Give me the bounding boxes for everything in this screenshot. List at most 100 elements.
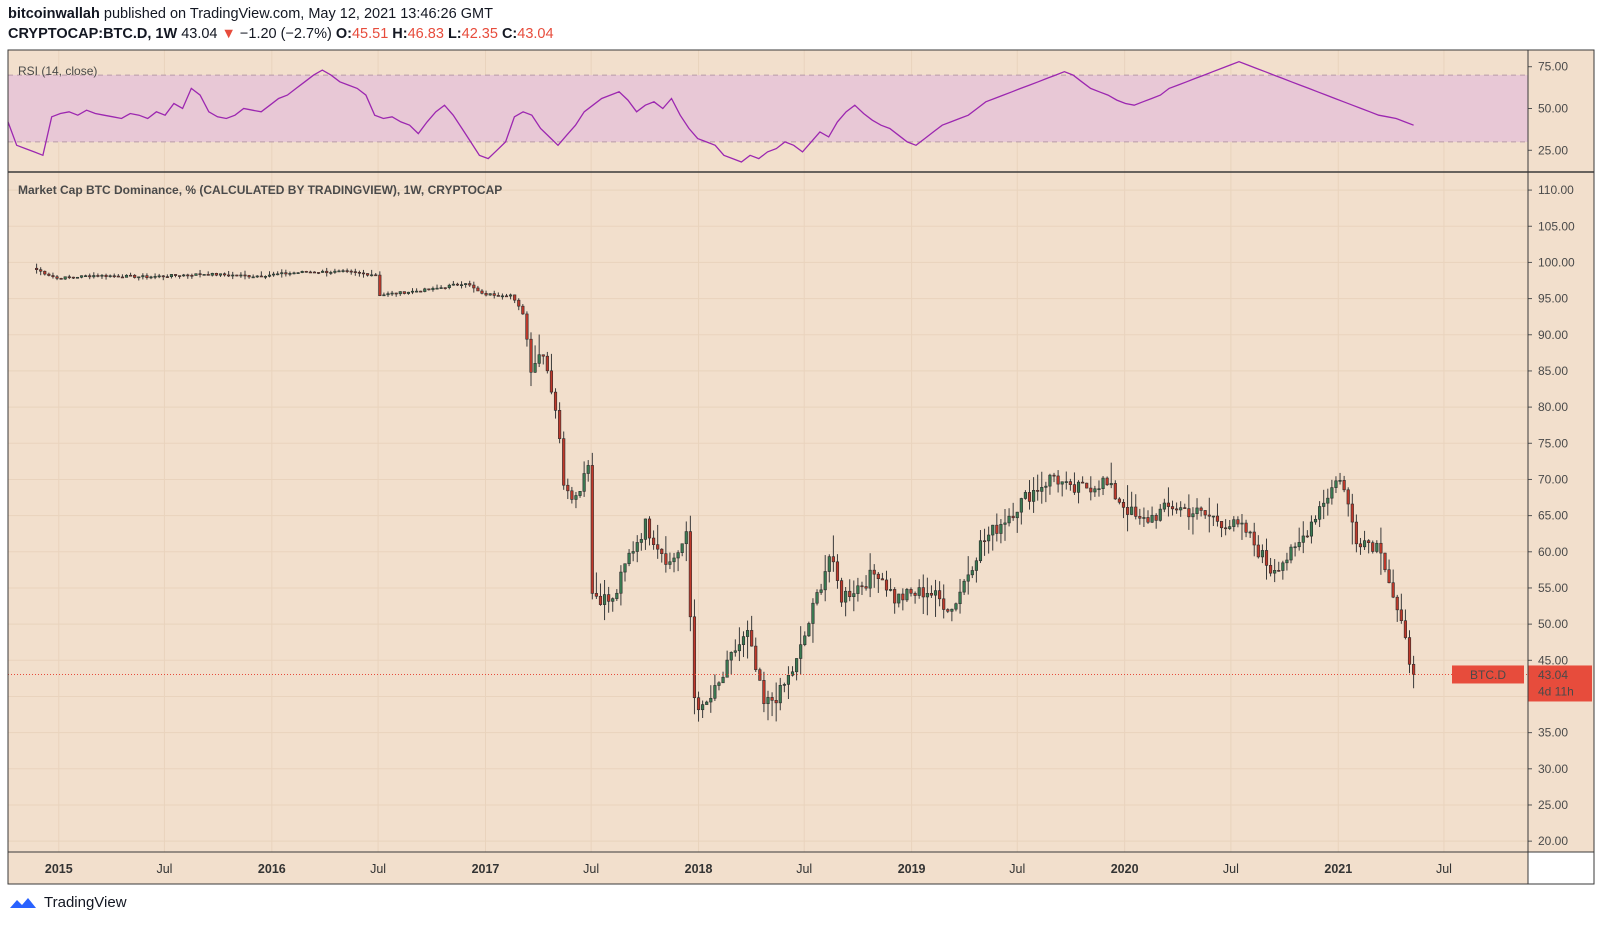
price-pane-bg bbox=[8, 172, 1528, 852]
candle-body bbox=[1023, 492, 1027, 499]
candle-body bbox=[709, 697, 713, 703]
rsi-tick-label: 50.00 bbox=[1538, 101, 1568, 115]
time-axis-label: Jul bbox=[1436, 862, 1452, 876]
candle-body bbox=[492, 293, 496, 296]
candle-body bbox=[1056, 475, 1060, 485]
candle-body bbox=[1301, 535, 1305, 543]
candle-body bbox=[1383, 552, 1387, 571]
candle-body bbox=[243, 274, 247, 277]
time-axis-label: 2018 bbox=[685, 862, 713, 876]
candle-body bbox=[1117, 498, 1121, 503]
candle-body bbox=[1330, 487, 1334, 499]
candle-body bbox=[361, 272, 366, 275]
candle-body bbox=[149, 276, 153, 279]
candle-body bbox=[1354, 521, 1358, 545]
candle-body bbox=[909, 589, 913, 594]
candle-body bbox=[1219, 521, 1224, 529]
brand-label[interactable]: TradingView bbox=[44, 894, 127, 911]
candle-body bbox=[108, 275, 112, 278]
last-price-tag-label: 43.04 bbox=[1538, 668, 1568, 682]
candle-body bbox=[194, 273, 198, 276]
candle-body bbox=[962, 580, 966, 593]
candle-body bbox=[627, 552, 631, 565]
candle-body bbox=[913, 592, 917, 596]
price-change: −1.20 (−2.7%) bbox=[239, 26, 332, 42]
candle-body bbox=[643, 518, 647, 540]
candle-body bbox=[1244, 522, 1248, 533]
candle-body bbox=[1375, 542, 1379, 552]
candles-group bbox=[35, 263, 1416, 722]
symbol-tag-bg bbox=[1452, 665, 1524, 684]
candle-body bbox=[1305, 535, 1309, 538]
close-value: 43.04 bbox=[517, 26, 554, 42]
candle-body bbox=[942, 598, 946, 610]
candle-body bbox=[284, 272, 288, 275]
candle-body bbox=[1313, 518, 1318, 523]
candle-body bbox=[104, 274, 108, 277]
candle-body bbox=[496, 295, 500, 297]
candle-body bbox=[1154, 514, 1158, 521]
candle-body bbox=[966, 574, 970, 582]
rsi-tick-label: 75.00 bbox=[1538, 60, 1568, 74]
rsi-tick-label: 25.00 bbox=[1538, 143, 1568, 157]
candle-body bbox=[312, 271, 317, 274]
candle-body bbox=[1134, 506, 1138, 517]
candle-body bbox=[1044, 485, 1048, 488]
candle-body bbox=[1015, 511, 1019, 519]
candle-body bbox=[807, 623, 811, 637]
candle-body bbox=[222, 273, 227, 276]
candle-body bbox=[766, 697, 770, 705]
candle-body bbox=[337, 270, 341, 273]
candle-body bbox=[1367, 540, 1371, 543]
candle-body bbox=[1281, 562, 1285, 571]
candle-body bbox=[733, 650, 737, 653]
candle-body bbox=[549, 370, 554, 393]
candle-body bbox=[133, 274, 137, 278]
candle-body bbox=[329, 272, 333, 274]
candle-body bbox=[509, 294, 513, 297]
candle-body bbox=[443, 287, 447, 289]
candle-body bbox=[1093, 488, 1097, 493]
candle-body bbox=[1240, 522, 1244, 525]
time-axis-label: 2021 bbox=[1324, 862, 1352, 876]
high-label: H: bbox=[392, 26, 408, 42]
time-axis-label: Jul bbox=[1009, 862, 1025, 876]
candle-body bbox=[202, 274, 206, 276]
candle-body bbox=[1395, 596, 1399, 611]
candle-body bbox=[570, 490, 574, 500]
candle-body bbox=[844, 590, 848, 603]
candle-body bbox=[366, 273, 370, 276]
candle-body bbox=[1264, 550, 1269, 566]
candle-body bbox=[696, 697, 701, 711]
candle-body bbox=[839, 580, 844, 603]
candle-body bbox=[476, 287, 480, 292]
candle-body bbox=[1068, 481, 1072, 485]
tradingview-logo-icon bbox=[10, 897, 36, 908]
candle-body bbox=[754, 645, 758, 671]
open-value: 45.51 bbox=[351, 26, 389, 42]
candle-body bbox=[737, 644, 741, 652]
symbol-label[interactable]: CRYPTOCAP:BTC.D, 1W bbox=[8, 26, 178, 42]
candle-body bbox=[75, 276, 80, 279]
candle-body bbox=[1146, 517, 1150, 523]
candle-body bbox=[186, 274, 190, 277]
candle-body bbox=[639, 539, 643, 543]
candle-body bbox=[280, 272, 284, 275]
candle-body bbox=[1036, 490, 1040, 492]
publisher-name[interactable]: bitcoinwallah bbox=[8, 6, 100, 22]
candle-body bbox=[819, 589, 823, 593]
candle-body bbox=[1403, 620, 1407, 638]
candle-body bbox=[803, 635, 807, 645]
candle-body bbox=[1297, 542, 1301, 548]
candle-body bbox=[59, 278, 63, 280]
candle-body bbox=[51, 275, 55, 278]
candle-body bbox=[974, 560, 978, 571]
candle-body bbox=[897, 593, 901, 604]
candle-body bbox=[880, 578, 884, 581]
candle-body bbox=[1101, 477, 1105, 490]
candle-body bbox=[1060, 481, 1064, 485]
candle-body bbox=[386, 293, 390, 296]
candle-body bbox=[598, 595, 603, 605]
candle-body bbox=[1358, 543, 1363, 548]
